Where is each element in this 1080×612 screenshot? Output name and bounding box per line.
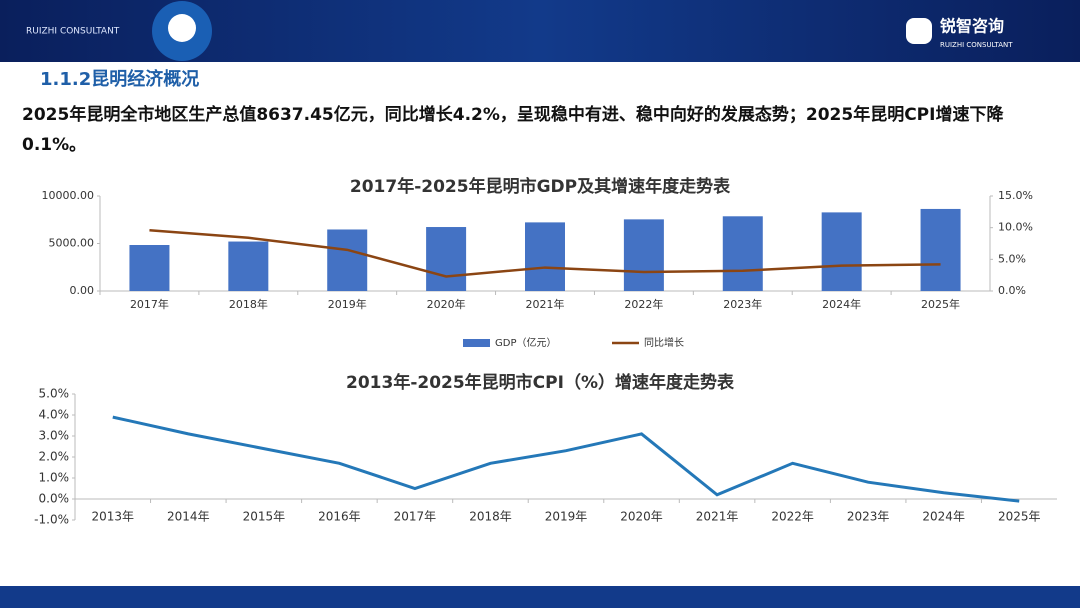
x-tick-label: 2023年 bbox=[723, 297, 762, 311]
y-tick-label: 2.0% bbox=[39, 450, 70, 464]
y-tick-label: 10000.00 bbox=[42, 189, 95, 202]
brand-right-en: RUIZHI CONSULTANT bbox=[940, 41, 1013, 49]
y-tick-label: 3.0% bbox=[39, 429, 70, 443]
legend-label: 同比增长 bbox=[644, 336, 684, 349]
chart-title: 2017年-2025年昆明市GDP及其增速年度走势表 bbox=[350, 176, 731, 197]
y-tick-label: 0.00 bbox=[70, 284, 95, 297]
legend-label: GDP（亿元） bbox=[495, 336, 556, 349]
x-tick-label: 2022年 bbox=[771, 510, 814, 524]
x-tick-label: 2021年 bbox=[696, 510, 739, 524]
x-tick-label: 2020年 bbox=[620, 510, 663, 524]
x-tick-label: 2024年 bbox=[822, 297, 861, 311]
bar bbox=[623, 219, 664, 291]
section-title: 1.1.2昆明经济概况 bbox=[40, 68, 199, 90]
y-tick-label: 0.0% bbox=[39, 492, 70, 506]
y-tick-label: 4.0% bbox=[39, 408, 70, 422]
brand-icon bbox=[906, 18, 932, 44]
x-tick-label: 2021年 bbox=[526, 297, 565, 311]
y-tick-label: 5000.00 bbox=[49, 237, 95, 250]
footer-band bbox=[0, 586, 1080, 608]
brand-left: RUIZHI CONSULTANT bbox=[26, 27, 120, 37]
x-tick-label: 2017年 bbox=[394, 510, 437, 524]
bar bbox=[327, 229, 368, 291]
bar bbox=[129, 245, 170, 291]
y2-tick-label: 0.0% bbox=[998, 284, 1026, 297]
y-tick-label: -1.0% bbox=[34, 513, 69, 527]
x-tick-label: 2020年 bbox=[427, 297, 466, 311]
x-tick-label: 2019年 bbox=[328, 297, 367, 311]
line-series bbox=[149, 228, 941, 278]
line-series bbox=[112, 415, 1020, 503]
x-tick-label: 2023年 bbox=[847, 510, 890, 524]
x-tick-label: 2022年 bbox=[624, 297, 663, 311]
legend-swatch bbox=[463, 339, 490, 347]
bar bbox=[920, 208, 961, 291]
bar bbox=[426, 227, 467, 291]
bar bbox=[228, 241, 269, 291]
bar bbox=[821, 212, 862, 291]
chart-title: 2013年-2025年昆明市CPI（%）增速年度走势表 bbox=[346, 372, 735, 393]
summary: 2025年昆明全市地区生产总值8637.45亿元，同比增长4.2%，呈现稳中有进… bbox=[22, 105, 1004, 155]
x-tick-label: 2018年 bbox=[229, 297, 268, 311]
x-tick-label: 2015年 bbox=[243, 510, 286, 524]
x-tick-label: 2024年 bbox=[922, 510, 965, 524]
y2-tick-label: 10.0% bbox=[998, 221, 1033, 234]
logo-mark bbox=[168, 14, 196, 42]
y2-tick-label: 5.0% bbox=[998, 252, 1026, 265]
x-tick-label: 2017年 bbox=[130, 297, 169, 311]
bar bbox=[525, 222, 565, 291]
x-tick-label: 2025年 bbox=[921, 297, 960, 311]
brand-right-cn: 锐智咨询 bbox=[940, 17, 1004, 36]
y-tick-label: 5.0% bbox=[39, 387, 70, 401]
y-tick-label: 1.0% bbox=[39, 471, 70, 485]
x-tick-label: 2025年 bbox=[998, 510, 1041, 524]
x-tick-label: 2018年 bbox=[469, 510, 512, 524]
x-tick-label: 2013年 bbox=[91, 510, 134, 524]
x-tick-label: 2016年 bbox=[318, 510, 361, 524]
x-tick-label: 2019年 bbox=[545, 510, 588, 524]
y2-tick-label: 15.0% bbox=[998, 189, 1033, 202]
x-tick-label: 2014年 bbox=[167, 510, 210, 524]
bar bbox=[722, 216, 763, 291]
